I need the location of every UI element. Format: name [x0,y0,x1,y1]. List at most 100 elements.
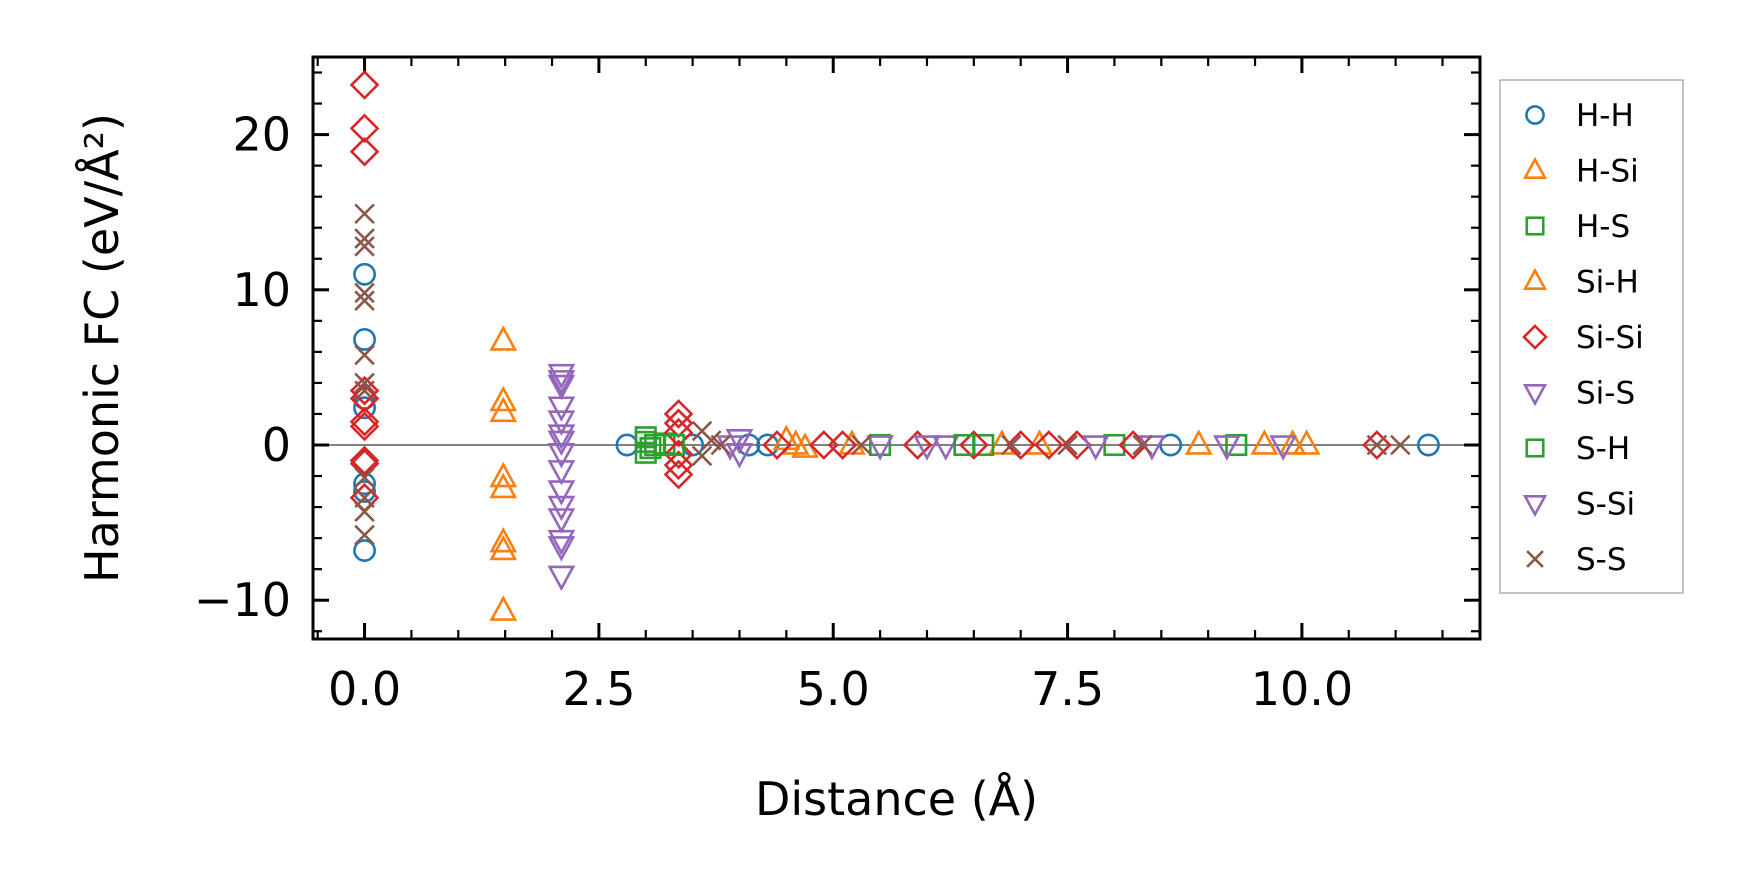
data-point [663,399,694,429]
data-point [1292,429,1321,455]
data-point [354,290,375,311]
data-point [489,385,518,412]
data-point [489,396,518,423]
data-point [547,370,576,396]
data-point [349,70,380,100]
legend-label: H-H [1576,98,1634,134]
series-H-Si [489,325,1321,621]
data-point [547,443,576,469]
legend-marker [1525,438,1545,458]
data-point [958,430,989,460]
data-point [489,472,518,499]
data-point [827,430,858,460]
data-point [354,282,375,304]
data-point [353,539,376,562]
data-point [547,480,576,506]
x-tick-label: 7.5 [1031,662,1104,716]
data-point [1269,435,1298,461]
data-point [663,408,694,439]
data-point [349,136,380,167]
legend-marker [1522,324,1548,350]
legend-label: Si-H [1576,265,1639,301]
data-point [349,406,380,437]
data-point [349,383,380,414]
data-point [349,445,380,476]
legend: H-H H-Si H-S Si-H Si-Si Si-S S-H S-Si S-S [1499,79,1684,594]
data-point [354,467,375,488]
legend-label: S-S [1576,542,1627,578]
data-point [913,435,941,461]
y-axis-label: Harmonic FC (eV/Å²) [75,113,129,583]
data-point [353,328,376,351]
data-point [710,434,732,456]
data-point [902,430,933,460]
data-point [1132,434,1153,456]
data-point [489,527,518,553]
data-point [691,445,713,467]
legend-label: H-Si [1576,154,1639,190]
x-tick-label: 2.5 [562,662,635,716]
data-point [547,529,576,556]
data-point [489,595,518,621]
data-point [354,501,375,523]
data-point [953,433,976,457]
data-point [547,430,576,457]
data-point [547,460,576,486]
data-point [547,565,576,592]
data-point [547,374,576,401]
legend-marker [1525,105,1545,125]
data-point [353,480,376,503]
data-point [1057,434,1078,456]
data-point [725,443,754,469]
data-point [547,495,576,522]
data-point [349,113,380,144]
data-point [1417,433,1440,457]
data-point [1159,433,1183,457]
data-point [866,435,894,461]
legend-marker [1526,550,1544,568]
legend-marker [1522,495,1548,518]
data-point [547,396,576,422]
data-point [354,380,375,401]
data-point [354,236,375,257]
data-point [1025,429,1054,455]
y-tick-label: −10 [194,573,291,627]
data-point [354,344,375,366]
y-tick-label: 20 [232,108,291,162]
data-point [762,430,792,460]
data-point [1250,429,1279,455]
data-point [489,325,518,351]
data-point [1184,429,1213,455]
data-point [547,536,576,562]
x-axis-label: Distance (Å) [755,772,1038,826]
series-Si-S [547,363,1298,592]
data-point [1362,430,1392,460]
data-point [489,534,518,561]
data-point [1005,430,1036,460]
legend-label: S-Si [1576,487,1635,523]
data-point [354,203,375,225]
data-point [663,459,694,490]
data-point [663,417,694,448]
data-point [353,262,376,286]
x-tick-label: 10.0 [1251,662,1353,716]
y-tick-label: 10 [232,263,291,317]
x-tick-label: 5.0 [797,662,870,716]
legend-marker [1522,384,1548,407]
data-point [725,429,754,455]
legend-marker [1525,216,1545,236]
data-point [354,372,375,394]
data-point [634,441,657,464]
legend-marker [1522,267,1548,290]
series-Si-Si [349,70,1392,513]
data-point [1366,434,1388,456]
data-point [354,228,375,249]
data-point [1390,434,1411,456]
data-point [547,410,576,436]
y-tick-label: 0 [262,418,291,472]
data-point [547,424,576,450]
data-point [1081,435,1110,461]
data-point [663,450,694,481]
series-S-S [354,203,1411,546]
